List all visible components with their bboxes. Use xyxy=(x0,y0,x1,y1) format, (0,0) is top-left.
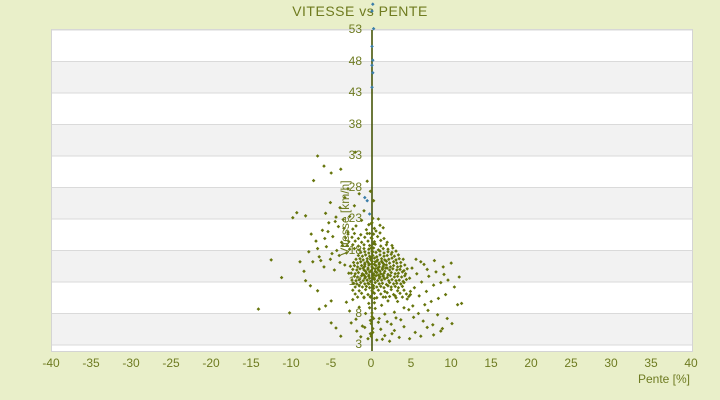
x-tick-label-10: 10 xyxy=(444,356,458,370)
y-tick-label-23: 23 xyxy=(348,211,362,225)
y-tick-label-48: 48 xyxy=(348,53,362,68)
y-tick-label-33: 33 xyxy=(348,148,362,162)
x-axis-title: Pente [%] xyxy=(637,372,690,386)
x-tick-label-0: 0 xyxy=(367,356,375,370)
x-tick-label-40: 40 xyxy=(684,356,698,370)
x-tick-label-15: 15 xyxy=(484,356,498,370)
y-tick-label-13: 13 xyxy=(348,274,362,288)
x-tick-label--20: -20 xyxy=(202,356,220,370)
plot-canvas xyxy=(52,2,692,351)
x-tick-label--35: -35 xyxy=(82,356,100,370)
y-tick-label-8: 8 xyxy=(355,305,362,320)
x-tick-label-25: 25 xyxy=(564,356,578,370)
x-tick-label--5: -5 xyxy=(325,356,337,370)
y-axis-title: Vitesse [km/h] xyxy=(338,180,352,256)
x-tick-label-35: 35 xyxy=(644,356,658,370)
y-tick-label-3: 3 xyxy=(355,337,362,351)
y-tick-label-28: 28 xyxy=(348,179,362,194)
x-tick-label--40: -40 xyxy=(42,356,60,370)
x-tick-label-5: 5 xyxy=(407,356,415,370)
y-tick-label-43: 43 xyxy=(348,85,362,99)
plot-area xyxy=(51,2,693,352)
x-tick-label-30: 30 xyxy=(604,356,618,370)
y-tick-label-38: 38 xyxy=(348,116,362,131)
y-tick-label-53: 53 xyxy=(348,22,362,36)
x-tick-label--10: -10 xyxy=(282,356,300,370)
y-tick-label-18: 18 xyxy=(348,242,362,257)
x-tick-label--25: -25 xyxy=(162,356,180,370)
series-vitesse-vs-pente xyxy=(256,150,464,343)
x-tick-label--15: -15 xyxy=(242,356,260,370)
x-tick-label--30: -30 xyxy=(122,356,140,370)
x-tick-label-20: 20 xyxy=(524,356,538,370)
chart-title: VITESSE vs PENTE xyxy=(292,3,428,19)
